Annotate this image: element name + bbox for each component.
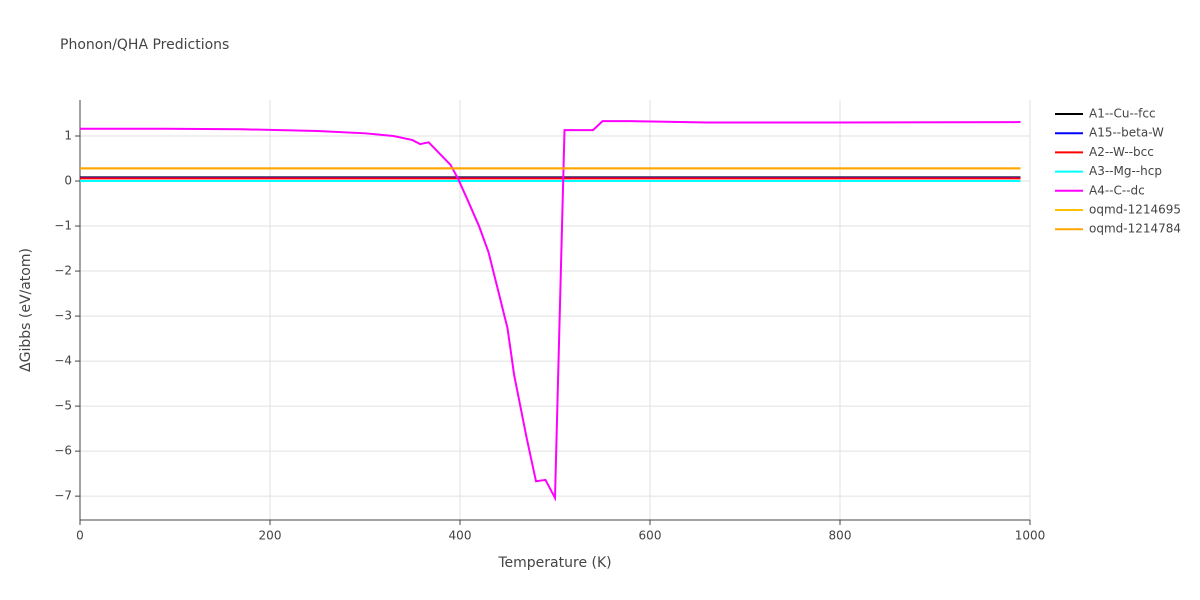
y-tick-label: −6	[54, 444, 72, 458]
y-tick-label: −5	[54, 399, 72, 413]
legend-label: A2--W--bcc	[1089, 145, 1154, 159]
chart-title: Phonon/QHA Predictions	[60, 37, 229, 53]
legend-label: oqmd-1214695	[1089, 203, 1181, 217]
x-tick-label: 200	[259, 529, 282, 543]
legend-label: A1--Cu--fcc	[1089, 107, 1156, 121]
y-tick-label: −7	[54, 489, 72, 503]
x-tick-label: 800	[829, 529, 852, 543]
x-tick-label: 400	[449, 529, 472, 543]
x-tick-label: 0	[76, 529, 84, 543]
legend-label: A15--beta-W	[1089, 126, 1164, 140]
y-tick-label: −1	[54, 219, 72, 233]
legend-label: oqmd-1214784	[1089, 222, 1181, 236]
x-tick-label: 1000	[1015, 529, 1046, 543]
y-tick-label: 1	[64, 129, 72, 143]
y-tick-label: −2	[54, 264, 72, 278]
y-tick-label: −3	[54, 309, 72, 323]
legend-label: A4--C--dc	[1089, 183, 1145, 197]
y-axis-title: ΔGibbs (eV/atom)	[18, 248, 34, 372]
y-tick-label: 0	[64, 174, 72, 188]
legend-label: A3--Mg--hcp	[1089, 164, 1162, 178]
y-tick-label: −4	[54, 354, 72, 368]
x-tick-label: 600	[639, 529, 662, 543]
x-axis-title: Temperature (K)	[497, 555, 611, 571]
series-line	[80, 120, 1021, 502]
